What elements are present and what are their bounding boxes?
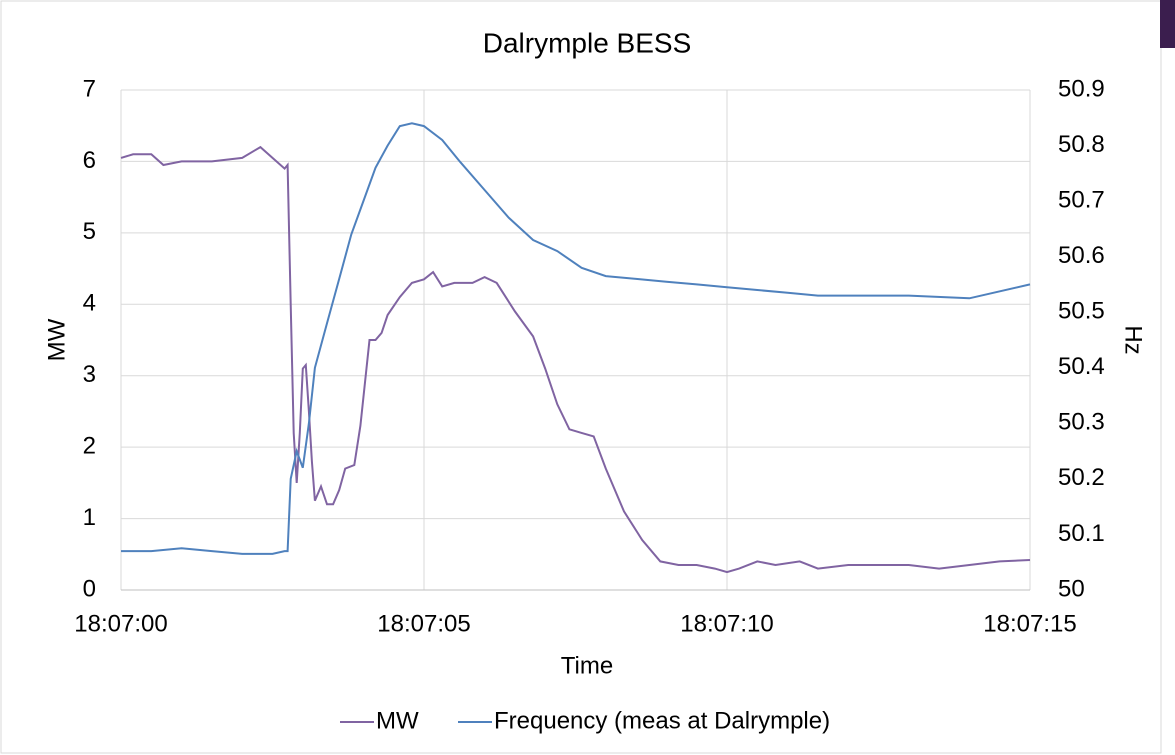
y-tick-label: 6 [83,147,96,174]
x-tick-label: 18:07:10 [680,610,773,637]
y2-tick-label: 50 [1058,575,1085,602]
series-line [120,145,1031,574]
y2-tick-label: 50.2 [1058,464,1105,491]
y-tick-label: 3 [83,361,96,388]
chart-title: Dalrymple BESS [483,27,692,58]
x-tick-label: 18:07:00 [74,610,167,637]
legend-label: MW [376,707,419,734]
y-tick-label: 1 [83,504,96,531]
y-tick-label: 5 [83,218,96,245]
y2-tick-label: 50.8 [1058,131,1105,158]
y-tick-label: 7 [83,75,96,102]
y2-tick-label: 50.7 [1058,186,1105,213]
series-line [121,122,1031,555]
x-axis-label: Time [561,652,613,679]
y-tick-label: 2 [83,432,96,459]
y2-tick-label: 50.6 [1058,242,1105,269]
x-tick-label: 18:07:05 [377,610,470,637]
legend-label: Frequency (meas at Dalrymple) [494,707,830,734]
x-tick-label: 18:07:15 [983,610,1076,637]
y2-axis-label: Hz [1120,325,1147,354]
y2-tick-label: 50.5 [1058,298,1105,325]
corner-tab [1160,0,1175,48]
y-axis-label: MW [43,318,70,361]
y-tick-label: 4 [83,290,96,317]
y-tick-label: 0 [83,575,96,602]
y2-tick-label: 50.1 [1058,520,1105,547]
y2-tick-label: 50.9 [1058,75,1105,102]
y2-tick-label: 50.3 [1058,409,1105,436]
y2-tick-label: 50.4 [1058,353,1105,380]
